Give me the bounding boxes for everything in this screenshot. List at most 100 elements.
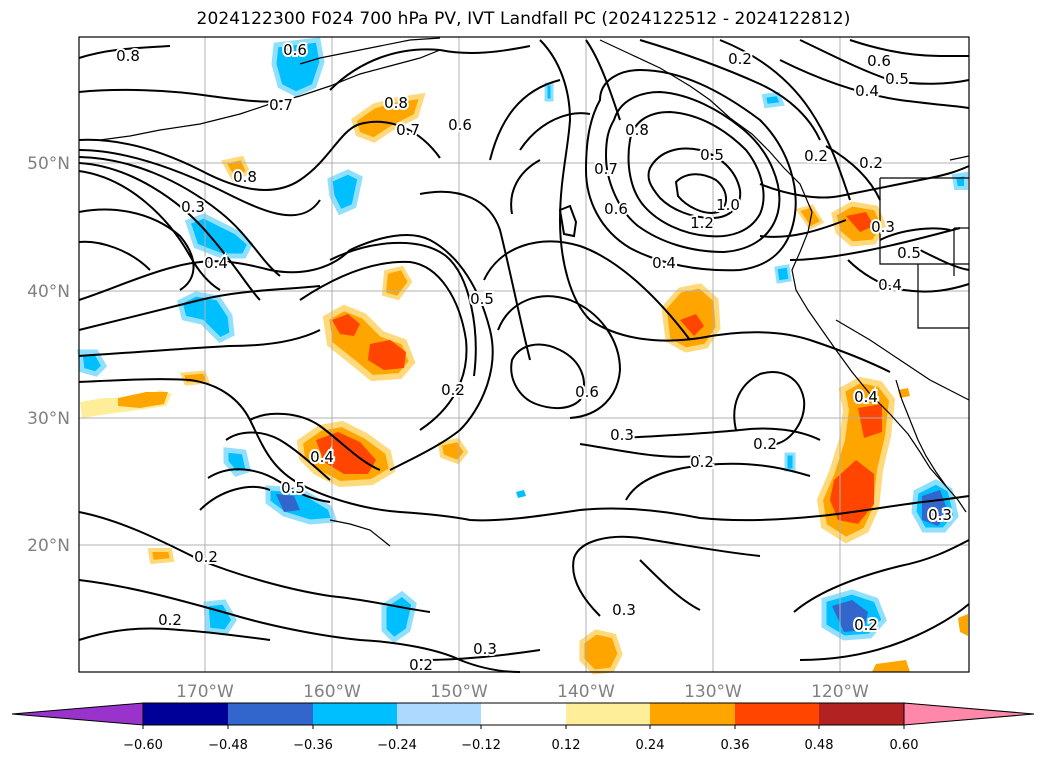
negative-patch — [276, 494, 300, 512]
map-plot-area — [79, 37, 969, 672]
lon-label-130w: 130°W — [684, 682, 742, 702]
positive-patch — [872, 660, 910, 672]
contour-label: 0.2 — [859, 154, 883, 172]
contour-label: 0.2 — [158, 611, 182, 629]
colorbar-tick-label: 0.24 — [636, 738, 665, 753]
negative-patch — [271, 37, 325, 97]
colorbar-segment — [819, 703, 904, 725]
positive-patch — [680, 314, 704, 336]
contour-label: 0.4 — [878, 276, 902, 294]
shading-layer — [77, 37, 968, 675]
negative-patch — [951, 171, 968, 190]
contour-label: 0.3 — [871, 218, 895, 236]
contour-label: 0.4 — [204, 254, 228, 272]
contour-label: 0.6 — [604, 200, 628, 218]
lat-label-30n: 30°N — [27, 409, 70, 429]
contour-label: 0.2 — [194, 548, 218, 566]
positive-patch — [958, 614, 968, 636]
contour-label: 0.8 — [116, 47, 140, 65]
negative-patch — [516, 490, 526, 498]
colorbar-segment — [228, 703, 313, 725]
colorbar-extend-high — [903, 702, 1035, 726]
latitude-labels: 50°N 40°N 30°N 20°N — [27, 154, 70, 556]
contour-label: 0.6 — [283, 41, 307, 59]
negative-patch — [784, 452, 796, 472]
colorbar-segment — [313, 703, 397, 725]
positive-patch — [830, 460, 874, 524]
lon-label-140w: 140°W — [557, 682, 615, 702]
positive-patch — [368, 340, 406, 370]
contour-label: 0.5 — [897, 244, 921, 262]
lat-label-40n: 40°N — [27, 282, 70, 302]
negative-patch — [544, 82, 554, 102]
contour-label: 0.2 — [854, 616, 878, 634]
lon-label-170w: 170°W — [176, 682, 234, 702]
colorbar-segment — [397, 703, 481, 725]
contour-label: 0.3 — [612, 601, 636, 619]
negative-patch — [761, 91, 785, 109]
colorbar-tick-label: 0.36 — [721, 738, 750, 753]
contour-label: 0.7 — [396, 121, 420, 139]
map-frame — [78, 36, 970, 673]
contour-label: 0.8 — [384, 94, 408, 112]
positive-patch — [351, 92, 426, 143]
lat-label-20n: 20°N — [27, 536, 70, 556]
colorbar-tick-label: −0.12 — [461, 738, 501, 753]
contour-label: 0.3 — [473, 640, 497, 658]
colorbar-tick-label: 0.60 — [890, 738, 919, 753]
colorbar-segment — [143, 703, 228, 725]
positive-patch — [437, 437, 469, 465]
contour-label: 0.8 — [625, 121, 649, 139]
colorbar-tick-label: −0.36 — [293, 738, 333, 753]
positive-patch — [579, 629, 623, 675]
contour-labels: 0.8 0.6 0.7 0.8 0.7 0.6 0.8 0.3 0.4 0.5 … — [114, 39, 954, 676]
lon-label-160w: 160°W — [303, 682, 361, 702]
contour-label: 0.2 — [690, 453, 714, 471]
colorbar-tick-label: 0.12 — [552, 738, 581, 753]
contour-label: 0.2 — [753, 435, 777, 453]
colorbar-extend-low — [11, 702, 144, 726]
contour-label: 0.4 — [310, 448, 334, 466]
contour-label: 0.2 — [804, 147, 828, 165]
colorbar-segment — [650, 703, 735, 725]
contour-label: 1.2 — [690, 214, 714, 232]
contour-label: 0.5 — [470, 290, 494, 308]
contour-label: 0.2 — [728, 50, 752, 68]
colorbar-segment — [481, 703, 566, 725]
longitude-labels: 170°W 160°W 150°W 140°W 130°W 120°W — [176, 682, 869, 702]
contour-label: 0.4 — [854, 388, 878, 406]
negative-patch — [177, 291, 235, 344]
positive-patch — [316, 432, 376, 474]
contour-label: 0.5 — [885, 70, 909, 88]
contour-label: 0.4 — [855, 82, 879, 100]
contour-label: 0.6 — [867, 52, 891, 70]
lat-label-50n: 50°N — [27, 154, 70, 174]
colorbar-tick-label: −0.60 — [123, 738, 163, 753]
positive-patch — [846, 212, 874, 232]
contour-label: 0.2 — [409, 656, 433, 674]
pv-contours — [78, 39, 970, 673]
contour-label: 0.4 — [652, 254, 676, 272]
colorbar-tick-label: −0.48 — [208, 738, 248, 753]
positive-patch — [147, 548, 175, 565]
negative-patch — [327, 169, 363, 216]
contour-label: 0.6 — [448, 116, 472, 134]
contour-label: 0.6 — [575, 383, 599, 401]
contour-label: 0.5 — [281, 479, 305, 497]
contour-label: 0.3 — [610, 426, 634, 444]
colorbar: −0.60 −0.48 −0.36 −0.24 −0.12 0.12 0.24 … — [11, 702, 1035, 753]
colorbar-tick-label: −0.24 — [377, 738, 417, 753]
negative-patch — [832, 600, 868, 632]
negative-patch — [774, 264, 792, 284]
negative-patch — [184, 213, 254, 259]
positive-patch — [332, 314, 360, 336]
map-title: 2024122300 F024 700 hPa PV, IVT Landfall… — [196, 9, 851, 29]
contour-label: 0.2 — [441, 381, 465, 399]
contour-label: 0.7 — [269, 96, 293, 114]
colorbar-segment — [735, 703, 819, 725]
lon-label-120w: 120°W — [811, 682, 869, 702]
positive-patch — [858, 404, 882, 438]
contour-label: 1.0 — [716, 196, 740, 214]
colorbar-segment — [566, 703, 650, 725]
lon-label-150w: 150°W — [430, 682, 488, 702]
